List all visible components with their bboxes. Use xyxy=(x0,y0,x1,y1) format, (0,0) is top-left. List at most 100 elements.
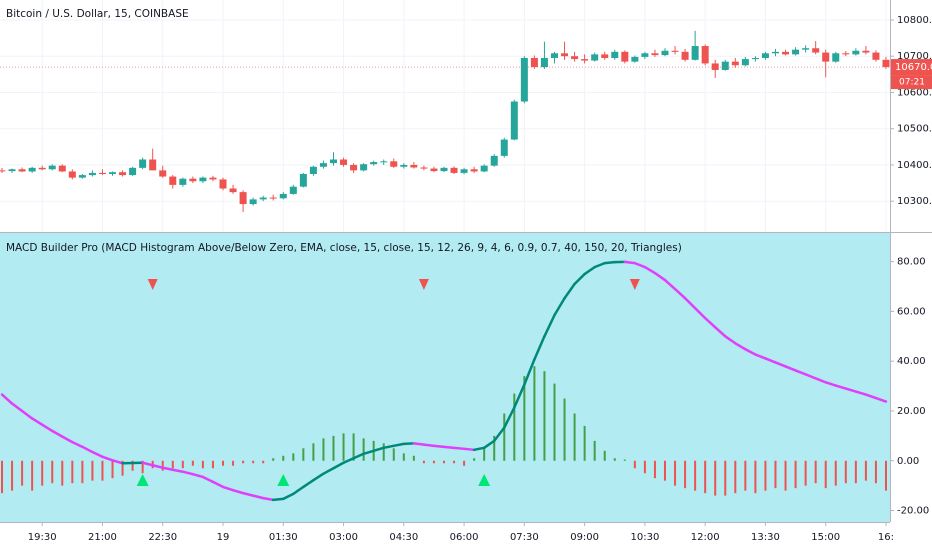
candle-body xyxy=(661,50,669,56)
y-tick-label: 60.00 xyxy=(897,306,926,317)
macd-line-segment xyxy=(643,265,657,275)
macd-line-segment xyxy=(50,429,64,438)
histogram-bar xyxy=(674,460,677,486)
last-price-box xyxy=(891,59,932,76)
macd-line-segment xyxy=(533,335,546,361)
histogram-bar xyxy=(724,460,727,496)
macd-line-segment xyxy=(703,316,717,329)
candle-body xyxy=(741,59,749,66)
y-tick-label: 20.00 xyxy=(897,406,926,417)
macd-line-segment xyxy=(834,384,848,390)
histogram-bar xyxy=(684,460,687,489)
candle-body xyxy=(721,61,729,70)
macd-line-segment xyxy=(382,444,396,450)
histogram-bar xyxy=(503,413,506,461)
macd-line-segment xyxy=(271,497,285,502)
macd-line-segment xyxy=(161,466,175,471)
macd-line-segment xyxy=(20,409,34,420)
histogram-bar xyxy=(412,455,415,461)
candle-body xyxy=(370,162,378,165)
candle-body xyxy=(159,170,167,177)
countdown-box xyxy=(891,75,932,90)
histogram-bar xyxy=(764,460,767,491)
macd-line-segment xyxy=(151,463,164,469)
y-tick-label: 10600.00 xyxy=(897,87,932,98)
candle-body xyxy=(58,165,66,172)
histogram-bar xyxy=(342,433,345,461)
histogram-bar xyxy=(252,460,255,464)
buy-signal xyxy=(478,474,491,486)
candle-body xyxy=(530,58,538,68)
histogram-bar xyxy=(322,438,325,461)
y-tick-label: -20.00 xyxy=(897,506,929,517)
candle-body xyxy=(581,59,589,61)
histogram-bar xyxy=(332,435,335,461)
macd-line-segment xyxy=(141,461,154,467)
candle-body xyxy=(631,56,639,62)
candle-body xyxy=(792,49,800,55)
macd-line-segment xyxy=(683,296,697,310)
histogram-bar xyxy=(272,458,275,461)
x-tick-label: 06:00 xyxy=(450,532,479,543)
macd-line-segment xyxy=(764,357,777,364)
macd-line-segment xyxy=(302,478,315,489)
macd-line-segment xyxy=(754,353,767,360)
x-tick-label: 19:30 xyxy=(28,532,57,543)
histogram-bar xyxy=(31,460,34,491)
x-tick-label: 01:30 xyxy=(269,532,298,543)
candle-body xyxy=(802,48,810,50)
candle-body xyxy=(239,192,247,205)
macd-line-segment xyxy=(503,406,516,429)
macd-line-segment xyxy=(342,457,355,465)
x-tick-label: 10:30 xyxy=(630,532,659,543)
histogram-bar xyxy=(884,460,887,491)
candle-body xyxy=(470,169,478,172)
candle-body xyxy=(450,167,458,173)
macd-line-segment xyxy=(452,446,466,451)
candle-body xyxy=(782,51,790,55)
candle-body xyxy=(400,164,408,167)
y-tick-label: 80.00 xyxy=(897,257,926,268)
macd-line-segment xyxy=(422,443,436,448)
candle-body xyxy=(601,54,609,58)
x-tick-label: 21:00 xyxy=(88,532,117,543)
candle-body xyxy=(812,48,820,53)
macd-line-segment xyxy=(111,459,124,465)
candle-body xyxy=(279,193,287,199)
histogram-bar xyxy=(1,460,4,494)
macd-line-segment xyxy=(71,440,84,449)
candle-body xyxy=(671,50,679,52)
candle-body xyxy=(440,167,448,172)
macd-line-segment xyxy=(312,472,325,482)
histogram-bar xyxy=(523,376,526,461)
histogram-bar xyxy=(804,460,807,486)
countdown-label: 07:21 xyxy=(899,78,925,88)
buy-signal xyxy=(136,474,149,486)
candle-body xyxy=(28,167,36,172)
candle-body xyxy=(129,167,137,176)
histogram-bar xyxy=(121,460,124,476)
candle-body xyxy=(350,164,358,171)
chart-title: Bitcoin / U.S. Dollar, 15, COINBASE xyxy=(6,8,189,20)
candle-body xyxy=(340,159,348,165)
candle-body xyxy=(0,170,6,172)
macd-line-segment xyxy=(593,261,606,269)
histogram-bar xyxy=(874,460,877,484)
macd-line-segment xyxy=(241,491,255,497)
macd-line-segment xyxy=(513,383,526,409)
candle-body xyxy=(822,52,830,62)
indicator-background xyxy=(0,233,890,522)
candle-body xyxy=(109,172,117,174)
histogram-bar xyxy=(784,460,787,491)
macd-line-segment xyxy=(221,485,235,492)
histogram-bar xyxy=(533,366,536,461)
candle-body xyxy=(852,50,860,55)
candle-body xyxy=(832,53,840,62)
candle-body xyxy=(189,178,197,182)
candle-body xyxy=(751,58,759,60)
histogram-bar xyxy=(463,460,466,466)
last-price-label: 10670.00 xyxy=(895,62,932,73)
candle-body xyxy=(309,166,317,174)
macd-line-segment xyxy=(744,347,757,356)
